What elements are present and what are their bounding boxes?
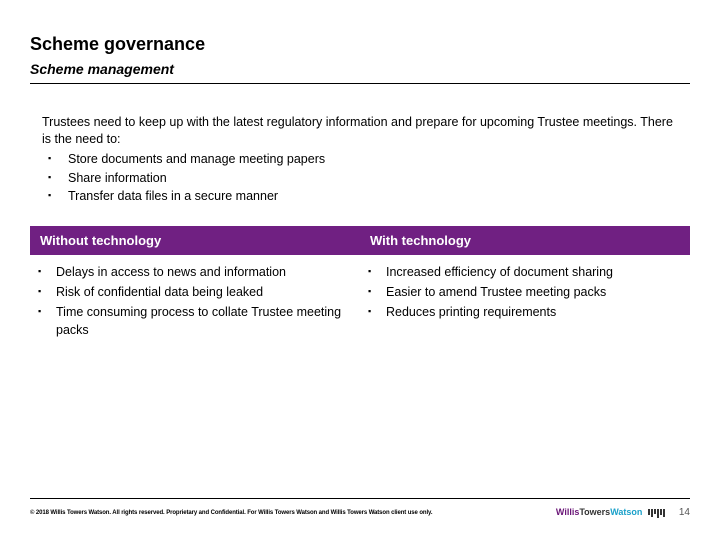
intro-lead: Trustees need to keep up with the latest… xyxy=(42,114,682,148)
list-item: Increased efficiency of document sharing xyxy=(364,263,686,281)
column-without: Without technology Delays in access to n… xyxy=(30,226,360,342)
list-item: Easier to amend Trustee meeting packs xyxy=(364,283,686,301)
footer-divider xyxy=(30,498,690,499)
intro-bullet: Store documents and manage meeting paper… xyxy=(42,150,682,169)
footer-logo: WillisTowersWatson xyxy=(556,507,665,517)
column-header: With technology xyxy=(360,226,690,255)
column-list: Increased efficiency of document sharing… xyxy=(364,263,686,321)
comparison-table: Without technology Delays in access to n… xyxy=(30,226,690,342)
page-number: 14 xyxy=(679,507,690,518)
slide-title: Scheme governance xyxy=(30,34,690,55)
list-item: Time consuming process to collate Truste… xyxy=(34,303,356,339)
column-header: Without technology xyxy=(30,226,360,255)
footer: © 2018 Willis Towers Watson. All rights … xyxy=(30,498,690,518)
slide-subtitle: Scheme management xyxy=(30,61,690,77)
logo-word: Towers xyxy=(579,507,610,517)
intro-block: Trustees need to keep up with the latest… xyxy=(42,114,682,206)
logo-word: Watson xyxy=(610,507,642,517)
title-divider xyxy=(30,83,690,84)
intro-bullet: Share information xyxy=(42,169,682,188)
slide: Scheme governance Scheme management Trus… xyxy=(0,0,720,540)
intro-list: Store documents and manage meeting paper… xyxy=(42,150,682,206)
column-with: With technology Increased efficiency of … xyxy=(360,226,690,342)
list-item: Risk of confidential data being leaked xyxy=(34,283,356,301)
logo-word: Willis xyxy=(556,507,579,517)
logo-bars-icon xyxy=(648,509,665,518)
intro-bullet: Transfer data files in a secure manner xyxy=(42,187,682,206)
list-item: Delays in access to news and information xyxy=(34,263,356,281)
footer-copyright: © 2018 Willis Towers Watson. All rights … xyxy=(30,510,432,516)
list-item: Reduces printing requirements xyxy=(364,303,686,321)
column-list: Delays in access to news and information… xyxy=(34,263,356,340)
